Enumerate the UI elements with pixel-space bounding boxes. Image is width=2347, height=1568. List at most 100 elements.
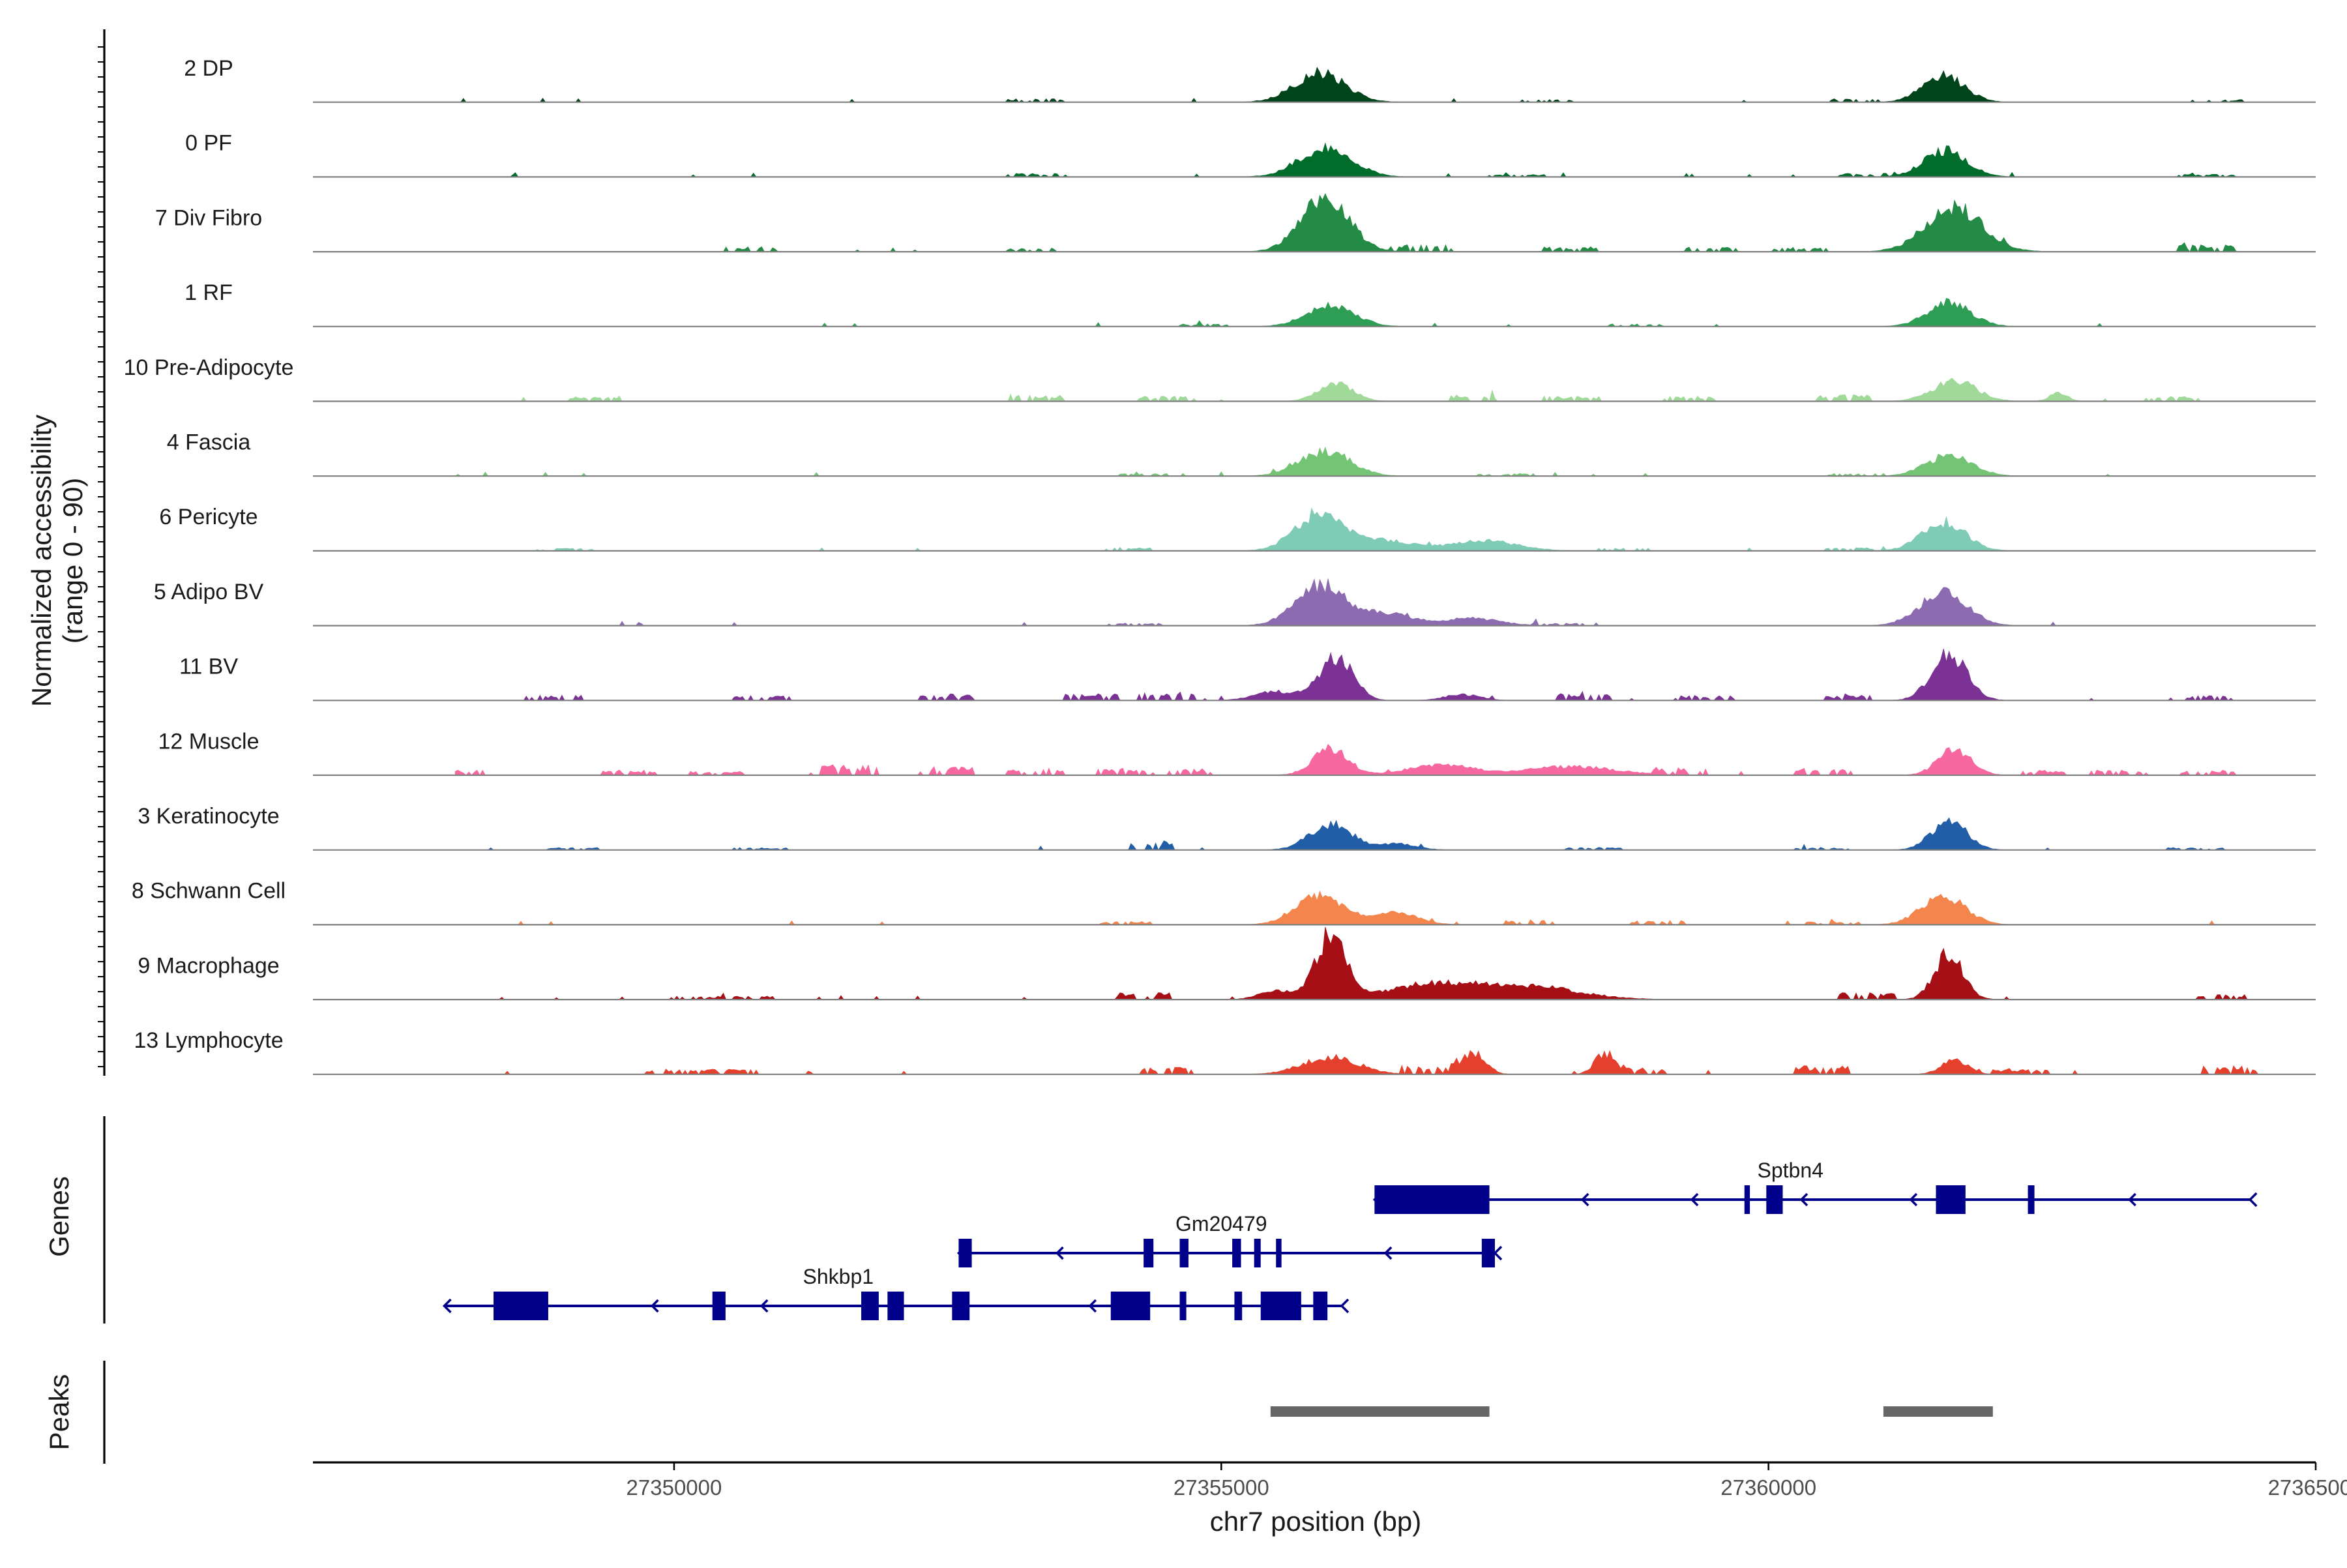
peak-regions (1270, 1406, 1993, 1417)
track-11 (313, 890, 2316, 926)
strand-arrow (442, 1298, 452, 1314)
track-7 (313, 578, 2316, 627)
track-0 (313, 67, 2316, 103)
coverage-area (455, 67, 2262, 103)
track-9 (313, 743, 2316, 777)
coverage-area (455, 890, 2262, 926)
track-label: 7 Div Fibro (155, 205, 262, 230)
track-label: 2 DP (184, 56, 233, 81)
exon (1179, 1239, 1188, 1267)
exon (1232, 1239, 1241, 1267)
track-label: 9 Macrophage (138, 953, 279, 978)
exon (887, 1292, 904, 1320)
exon (861, 1292, 879, 1320)
x-tick-label: 27350000 (627, 1475, 722, 1500)
y-axis (98, 29, 106, 1076)
exon (1374, 1185, 1490, 1214)
coverage-area (455, 142, 2262, 178)
track-label: 13 Lymphocyte (134, 1028, 283, 1053)
strand-arrow (1088, 1299, 1097, 1313)
strand-arrow (1580, 1192, 1589, 1207)
exon (1254, 1239, 1261, 1267)
track-1 (313, 142, 2316, 178)
coverage-tracks (313, 67, 2316, 1075)
strand-arrow (1055, 1246, 1064, 1260)
track-4 (313, 377, 2316, 402)
exon (1179, 1292, 1187, 1320)
x-tick-label: 27360000 (1720, 1475, 1816, 1500)
gene-label: Shkbp1 (803, 1265, 874, 1288)
coverage-area (455, 507, 2262, 552)
track-label: 1 RF (185, 280, 233, 305)
track-label: 4 Fascia (167, 430, 251, 455)
track-12 (313, 926, 2316, 1001)
exon (1276, 1239, 1282, 1267)
coverage-area (455, 817, 2262, 851)
exon (1260, 1292, 1301, 1320)
track-8 (313, 648, 2316, 702)
gene-annotations: Sptbn4 Gm20479 Shkbp1 (442, 1159, 2258, 1320)
exon (2028, 1185, 2035, 1214)
y-axis-title: Normalized accessibility (26, 415, 57, 707)
strand-arrow (1690, 1192, 1699, 1207)
genes-panel-title: Genes (44, 1176, 74, 1257)
track-2 (313, 193, 2316, 253)
track-label: 12 Muscle (158, 729, 259, 754)
exon (1110, 1292, 1151, 1320)
y-axis-range-label: (range 0 - 90) (57, 478, 88, 643)
track-6 (313, 507, 2316, 552)
track-3 (313, 298, 2316, 327)
coverage-area (454, 743, 2262, 777)
track-label: 5 Adipo BV (154, 580, 264, 604)
gene-label: Gm20479 (1175, 1212, 1267, 1235)
exon (493, 1292, 548, 1320)
exon (1936, 1185, 1966, 1214)
gene-shkbp1: Shkbp1 (442, 1265, 1350, 1320)
strand-arrow (1909, 1192, 1918, 1207)
strand-arrow (1383, 1246, 1393, 1260)
x-tick-label: 27355000 (1174, 1475, 1269, 1500)
track-labels: 2 DP 0 PF 7 Div Fibro 1 RF 10 Pre-Adipocyte 4… (124, 56, 294, 1053)
coverage-area (455, 193, 2262, 253)
exon (1234, 1292, 1243, 1320)
coverage-area (455, 926, 2262, 1000)
track-label: 0 PF (185, 131, 232, 156)
coverage-area (455, 578, 2262, 627)
peak-bar (1270, 1406, 1490, 1417)
track-5 (313, 446, 2316, 477)
coverage-area (454, 446, 2262, 477)
track-13 (313, 1050, 2316, 1075)
x-axis-title: chr7 position (bp) (1210, 1506, 1422, 1537)
coverage-area (455, 648, 2262, 702)
exon (958, 1239, 972, 1267)
coverage-area (455, 298, 2262, 327)
strand-arrow (1799, 1192, 1808, 1207)
coverage-area (455, 377, 2262, 402)
strand-arrow (2128, 1192, 2136, 1207)
strand-arrow (2248, 1192, 2258, 1207)
track-label: 11 BV (179, 655, 238, 679)
gene-sptbn4: Sptbn4 (1372, 1159, 2258, 1214)
exon (712, 1292, 726, 1320)
exon (1481, 1239, 1495, 1267)
exon (1144, 1239, 1154, 1267)
gene-label: Sptbn4 (1758, 1159, 1823, 1182)
exon (1766, 1185, 1783, 1214)
peaks-panel-title: Peaks (44, 1374, 74, 1451)
track-label: 3 Keratinocyte (138, 804, 279, 829)
strand-arrow (1493, 1245, 1503, 1261)
peak-bar (1883, 1406, 1993, 1417)
strand-arrow (760, 1299, 769, 1313)
gene-gm20479: Gm20479 (956, 1212, 1503, 1267)
x-tick-label: 27365000 (2268, 1475, 2347, 1500)
exon (952, 1292, 970, 1320)
exon (1744, 1185, 1750, 1214)
exon (1313, 1292, 1328, 1320)
x-axis: 27350000 27355000 27360000 27365000 (313, 1461, 2347, 1500)
track-10 (313, 817, 2316, 851)
track-label: 6 Pericyte (159, 505, 258, 529)
coverage-area (455, 1050, 2262, 1075)
strand-arrow (1340, 1298, 1350, 1314)
